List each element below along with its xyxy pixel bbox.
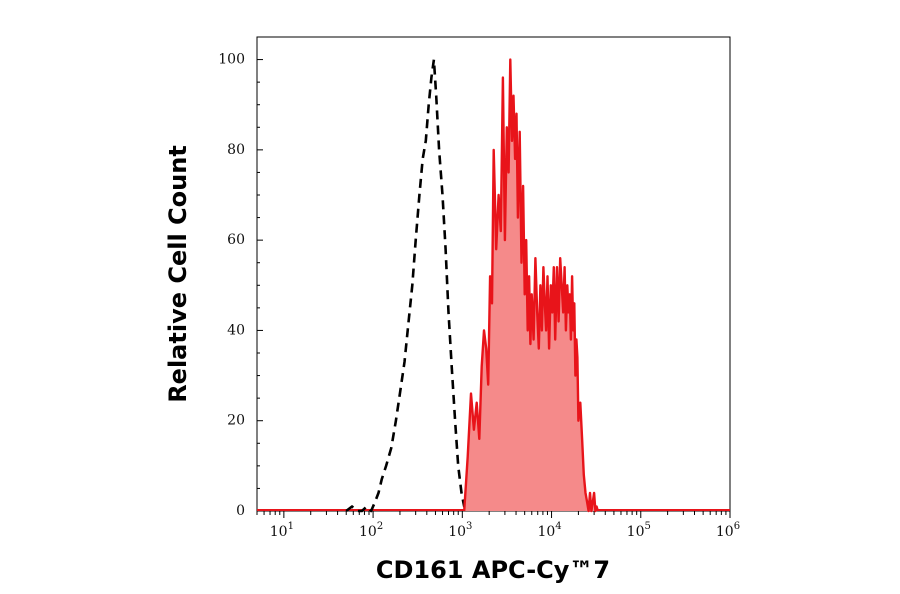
x-tick-label: 103 — [448, 521, 472, 540]
y-tick-label: 0 — [236, 503, 245, 519]
stained-histogram-line — [463, 58, 599, 513]
series-layer — [257, 58, 730, 513]
x-tick-label: 101 — [270, 521, 294, 540]
stained-histogram-fill — [464, 59, 598, 511]
control-histogram-line — [345, 58, 469, 513]
y-axis-title: Relative Cell Count — [164, 145, 192, 403]
x-tick-label: 106 — [716, 521, 740, 540]
y-tick-label: 100 — [218, 52, 245, 68]
y-minor-ticks — [257, 81, 260, 489]
x-axis-ticks: 101 102 103 104 105 106 — [256, 511, 740, 540]
x-tick-label: 104 — [537, 521, 561, 540]
y-tick-label: 60 — [227, 232, 245, 248]
y-tick-label: 80 — [227, 142, 245, 158]
y-axis-ticks: 0 20 40 60 80 100 — [218, 52, 263, 519]
y-tick-label: 40 — [227, 322, 245, 338]
x-tick-label: 102 — [359, 521, 383, 540]
x-axis-title: CD161 APC-Cy™7 — [376, 556, 610, 584]
x-tick-label: 105 — [627, 521, 651, 540]
y-tick-label: 20 — [227, 413, 245, 429]
